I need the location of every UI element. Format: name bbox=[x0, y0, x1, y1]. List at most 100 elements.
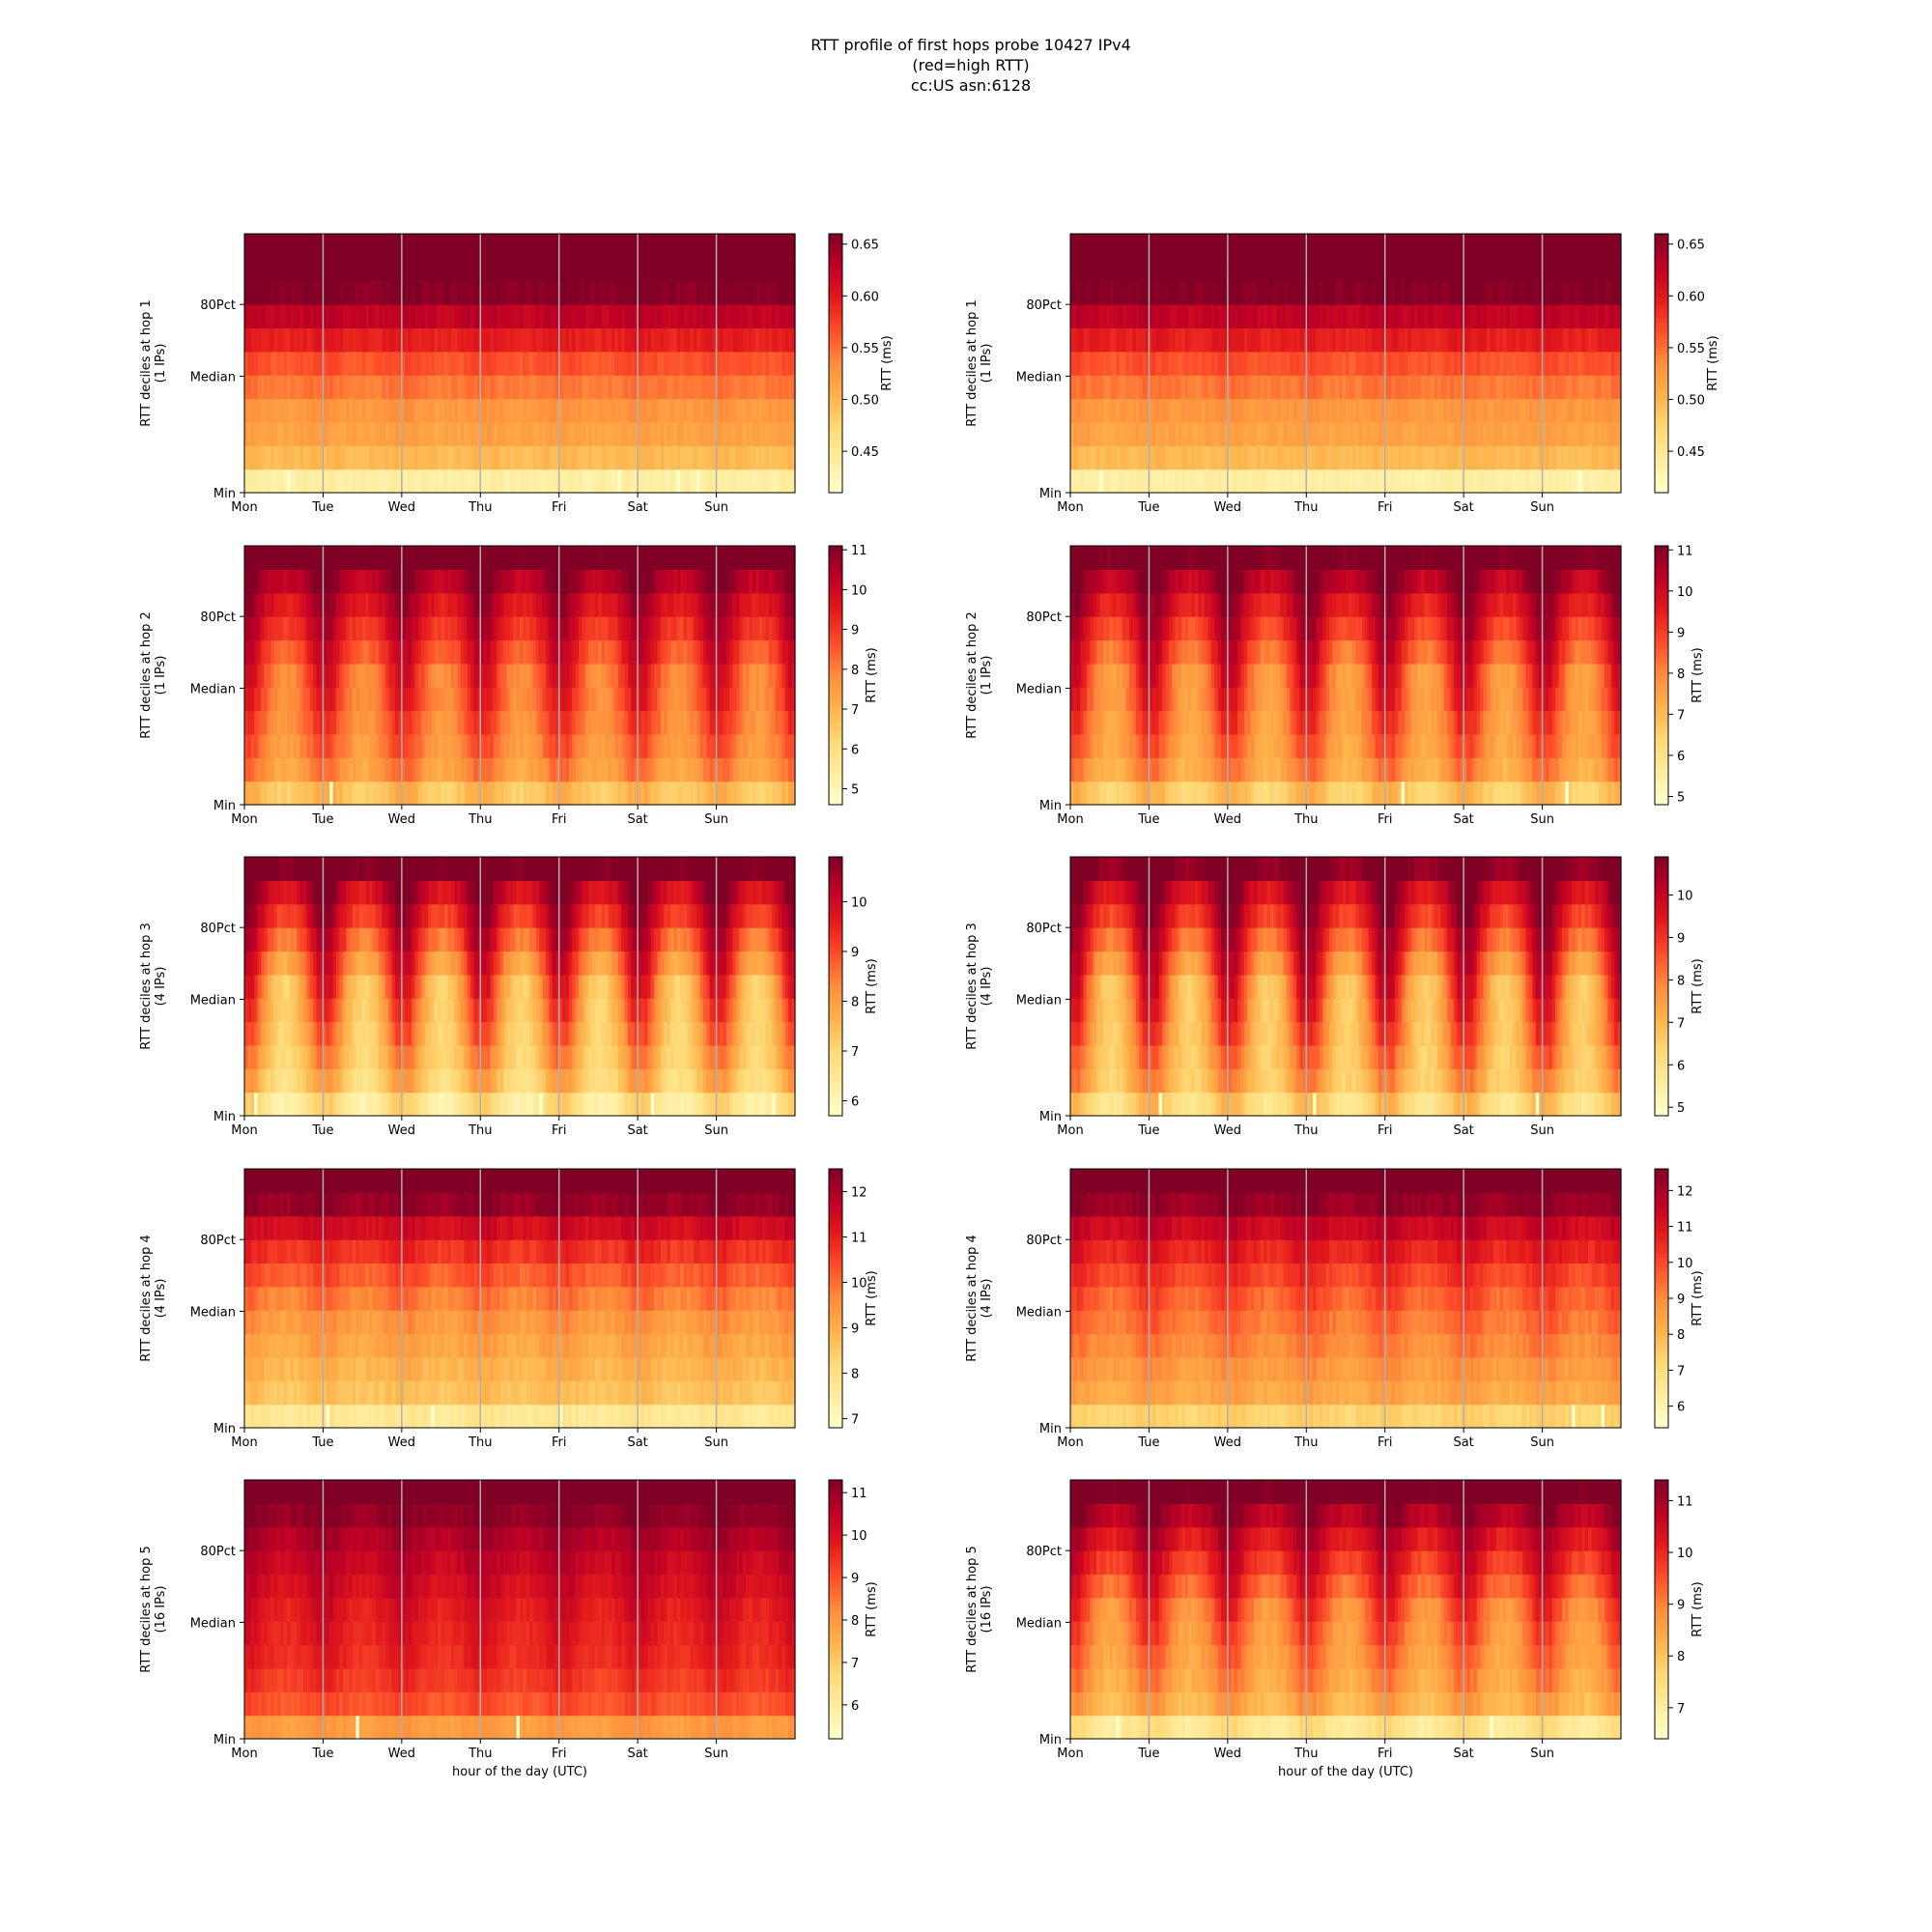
heatmap-cell bbox=[431, 304, 435, 328]
heatmap-cell bbox=[1120, 375, 1123, 399]
heatmap-cell bbox=[421, 327, 425, 352]
heatmap-cell bbox=[706, 445, 710, 469]
x-tick-label: Wed bbox=[388, 500, 415, 515]
heatmap-cell bbox=[376, 375, 380, 399]
heatmap-cell bbox=[1326, 352, 1330, 376]
heatmap-cell bbox=[376, 399, 380, 423]
heatmap-cell bbox=[592, 281, 596, 305]
heatmap-cell bbox=[1407, 469, 1411, 494]
heatmap-cell bbox=[385, 664, 389, 688]
heatmap-cell bbox=[294, 687, 298, 711]
heatmap-cell bbox=[1235, 422, 1238, 446]
heatmap-cell bbox=[696, 234, 700, 258]
heatmap-cell bbox=[329, 281, 333, 305]
heatmap-cell bbox=[1326, 327, 1330, 352]
heatmap-cell bbox=[765, 445, 769, 469]
heatmap-cell bbox=[1339, 304, 1343, 328]
heatmap-cell bbox=[1418, 399, 1422, 423]
heatmap-cell bbox=[1143, 422, 1147, 446]
heatmap-cell bbox=[247, 757, 251, 781]
heatmap-cell bbox=[582, 734, 585, 758]
heatmap-cell bbox=[270, 352, 274, 376]
heatmap-cell bbox=[454, 304, 458, 328]
heatmap-cell bbox=[261, 569, 265, 593]
heatmap-cell bbox=[261, 593, 265, 617]
heatmap-cell bbox=[431, 664, 435, 688]
heatmap-cell bbox=[247, 569, 251, 593]
heatmap-cell bbox=[1614, 327, 1618, 352]
heatmap-cell bbox=[1087, 234, 1091, 258]
heatmap-cell bbox=[270, 569, 274, 593]
heatmap-cell bbox=[409, 639, 412, 664]
heatmap-cell bbox=[1372, 422, 1376, 446]
heatmap-cell bbox=[500, 234, 504, 258]
heatmap-cell bbox=[661, 327, 665, 352]
heatmap-cell bbox=[1155, 327, 1159, 352]
heatmap-cell bbox=[270, 616, 274, 640]
heatmap-cell bbox=[1418, 327, 1422, 352]
heatmap-cell bbox=[523, 234, 526, 258]
heatmap-cell bbox=[628, 281, 632, 305]
heatmap-cell bbox=[468, 616, 471, 640]
heatmap-cell bbox=[1499, 257, 1503, 281]
heatmap-cell bbox=[317, 734, 321, 758]
heatmap-cell bbox=[1280, 445, 1284, 469]
heatmap-cell bbox=[1440, 469, 1444, 494]
heatmap-cell bbox=[261, 281, 265, 305]
heatmap-cell bbox=[582, 422, 585, 446]
heatmap-cell bbox=[1155, 399, 1159, 423]
heatmap-cell bbox=[1395, 281, 1399, 305]
heatmap-cell bbox=[353, 469, 356, 494]
heatmap-cell bbox=[247, 281, 251, 305]
heatmap-cell bbox=[569, 711, 573, 735]
heatmap-cell bbox=[1454, 327, 1458, 352]
heatmap-cell bbox=[409, 327, 412, 352]
heatmap-cell bbox=[582, 711, 585, 735]
heatmap-cell bbox=[696, 257, 700, 281]
heatmap-cell bbox=[628, 304, 632, 328]
heatmap-cell bbox=[261, 781, 265, 806]
heatmap-cell bbox=[1326, 257, 1330, 281]
heatmap-cell bbox=[546, 546, 550, 570]
heatmap-cell bbox=[1087, 469, 1091, 494]
heatmap-cell bbox=[1546, 399, 1549, 423]
heatmap-cell bbox=[592, 569, 596, 593]
heatmap-cell bbox=[490, 399, 494, 423]
heatmap-cell bbox=[1339, 234, 1343, 258]
heatmap-cell bbox=[468, 445, 471, 469]
heatmap-cell bbox=[1235, 469, 1238, 494]
heatmap-cell bbox=[1280, 281, 1284, 305]
heatmap-cell bbox=[1143, 281, 1147, 305]
heatmap-cell bbox=[1477, 445, 1481, 469]
heatmap-cell bbox=[1431, 399, 1435, 423]
heatmap-cell bbox=[569, 281, 573, 305]
heatmap-cell bbox=[329, 445, 333, 469]
heatmap-cell bbox=[421, 781, 425, 806]
heatmap-cell bbox=[1270, 234, 1274, 258]
heatmap-cell bbox=[500, 664, 504, 688]
heatmap-cell bbox=[362, 375, 366, 399]
heatmap-cell bbox=[421, 734, 425, 758]
heatmap-cell bbox=[696, 375, 700, 399]
heatmap-cell bbox=[1120, 327, 1123, 352]
y-tick-label: Min bbox=[1039, 487, 1062, 501]
heatmap-cell bbox=[261, 664, 265, 688]
heatmap-cell bbox=[720, 445, 724, 469]
heatmap-cell bbox=[1087, 375, 1091, 399]
heatmap-cell bbox=[1143, 234, 1147, 258]
heatmap-cell bbox=[247, 327, 251, 352]
heatmap-cell bbox=[673, 469, 677, 494]
heatmap-cell bbox=[294, 469, 298, 494]
heatmap-cell bbox=[284, 281, 288, 305]
heatmap-cell bbox=[1120, 445, 1123, 469]
heatmap-cell bbox=[1280, 375, 1284, 399]
heatmap-cell bbox=[1073, 445, 1077, 469]
heatmap-cell bbox=[1407, 375, 1411, 399]
heatmap-cell bbox=[673, 422, 677, 446]
heatmap-cell bbox=[270, 234, 274, 258]
heatmap-cell bbox=[1326, 445, 1330, 469]
heatmap-cell bbox=[605, 281, 609, 305]
heatmap-cell bbox=[490, 639, 494, 664]
heatmap-cell bbox=[1235, 445, 1238, 469]
heatmap-cell bbox=[444, 422, 448, 446]
